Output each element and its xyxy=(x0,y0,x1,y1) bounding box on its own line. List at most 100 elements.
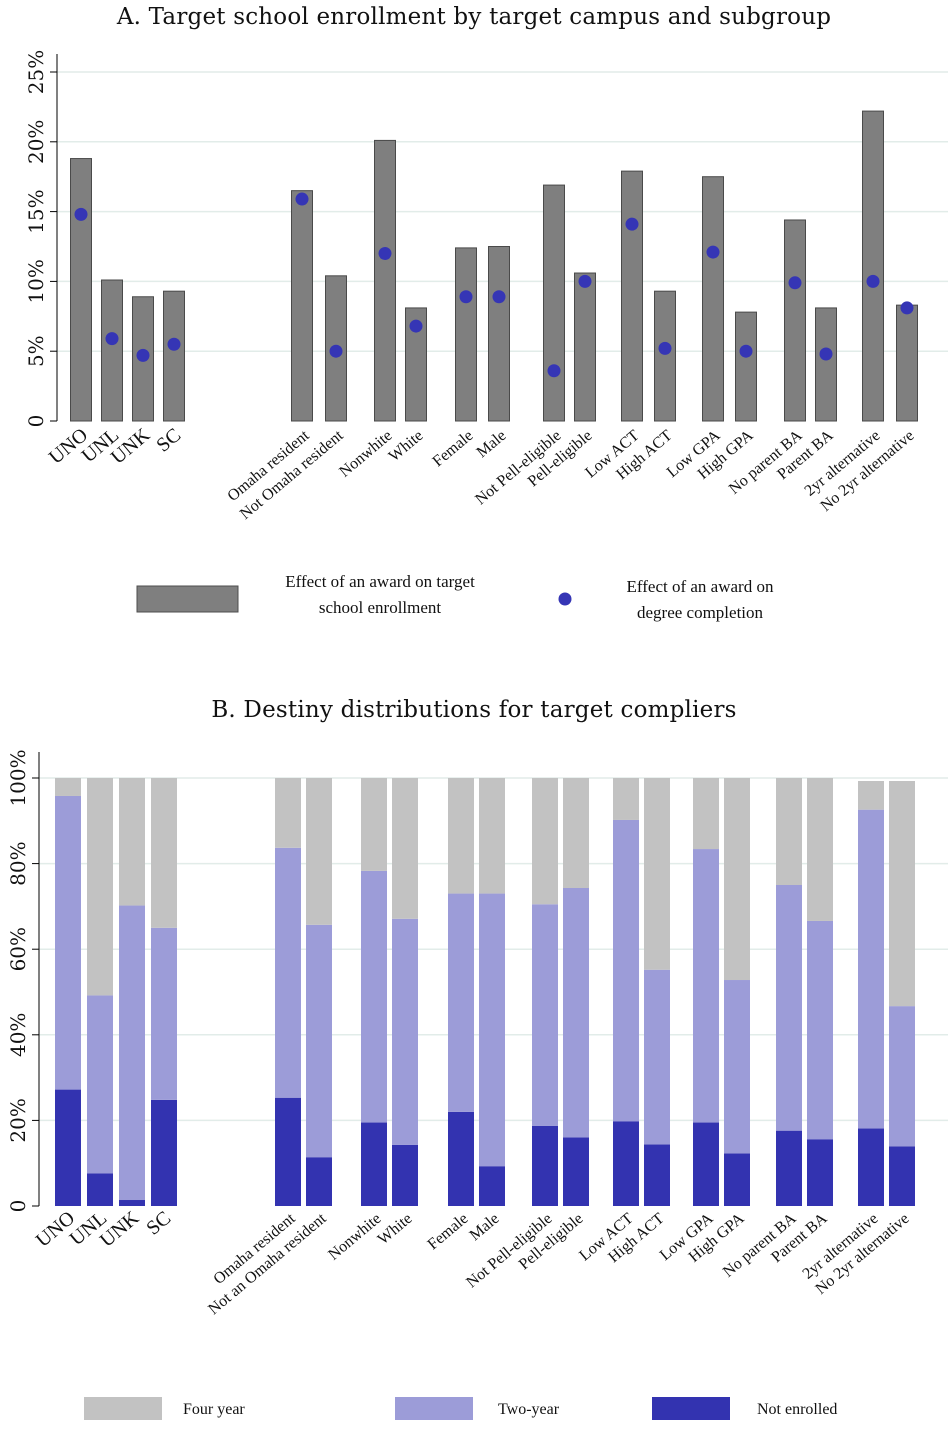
bar-not-enrolled-unl xyxy=(87,1173,113,1206)
bar-enrollment-white xyxy=(405,307,427,422)
dot-completion-pell-eligible xyxy=(578,274,592,288)
bar-four-year-unl xyxy=(87,778,113,996)
dot-completion-no-parent-ba xyxy=(788,276,802,290)
dot-completion-high-act xyxy=(658,341,672,355)
bar-enrollment-omaha-resident xyxy=(291,190,313,422)
panel-b-legend: Four year Two-year Not enrolled xyxy=(84,1397,837,1420)
bar-four-year-parent-ba xyxy=(807,778,833,921)
y-tick-label: 5% xyxy=(24,335,48,367)
bar-enrollment-low-gpa xyxy=(702,176,724,422)
bar-not-enrolled-2yr-alternative xyxy=(858,1128,884,1206)
x-tick-label-white: White xyxy=(375,1210,416,1248)
bar-two-year-nonwhite xyxy=(361,870,387,1123)
legend-label-completion-2: degree completion xyxy=(637,603,764,622)
y-tick-label: 25% xyxy=(24,50,48,94)
bar-two-year-no-2yr-alternative xyxy=(889,1006,915,1147)
bar-enrollment-no-parent-ba xyxy=(784,219,806,422)
dot-completion-unl xyxy=(105,332,119,346)
bar-not-enrolled-not-an-omaha-resident xyxy=(306,1157,332,1206)
bar-two-year-high-act xyxy=(644,969,670,1145)
bar-not-enrolled-sc xyxy=(151,1099,177,1206)
bar-not-enrolled-uno xyxy=(55,1089,81,1206)
dot-completion-sc xyxy=(167,337,181,351)
bar-four-year-white xyxy=(392,778,418,919)
dot-completion-female xyxy=(459,290,473,304)
legend-label-not-enrolled: Not enrolled xyxy=(757,1401,837,1418)
dot-completion-low-act xyxy=(625,217,639,231)
bar-enrollment-pell-eligible xyxy=(574,272,596,422)
y-tick-label: 20% xyxy=(6,1098,30,1142)
bar-not-enrolled-white xyxy=(392,1144,418,1206)
bar-enrollment-male xyxy=(488,246,510,422)
bar-two-year-pell-eligible xyxy=(563,887,589,1138)
legend-swatch-four-year xyxy=(84,1397,162,1420)
bar-not-enrolled-omaha-resident xyxy=(275,1097,301,1206)
legend-swatch-enrollment xyxy=(136,585,239,613)
panel-b-title: B. Destiny distributions for target comp… xyxy=(211,697,737,723)
legend-swatch-two-year xyxy=(395,1397,473,1420)
x-tick-label-female: Female xyxy=(430,427,477,470)
bar-enrollment-female xyxy=(455,247,477,422)
bar-four-year-high-gpa xyxy=(724,778,750,981)
dot-completion-not-omaha-resident xyxy=(329,344,343,358)
bar-enrollment-no-2yr-alternative xyxy=(896,304,918,422)
bar-two-year-high-gpa xyxy=(724,980,750,1154)
bar-enrollment-nonwhite xyxy=(374,139,396,422)
dot-completion-no-2yr-alternative xyxy=(900,301,914,315)
x-tick-label-sc: SC xyxy=(142,1207,175,1240)
dot-completion-not-pell-eligible xyxy=(547,364,561,378)
bar-four-year-no-2yr-alternative xyxy=(889,780,915,1007)
bar-not-enrolled-female xyxy=(448,1111,474,1206)
y-tick-label: 0 xyxy=(6,1200,30,1213)
bar-two-year-omaha-resident xyxy=(275,847,301,1098)
bar-enrollment-2yr-alternative xyxy=(862,110,884,422)
legend-label-enrollment-2: school enrollment xyxy=(319,598,442,617)
bar-not-enrolled-male xyxy=(479,1166,505,1206)
legend-label-four-year: Four year xyxy=(183,1401,245,1418)
bar-two-year-not-pell-eligible xyxy=(532,904,558,1126)
bar-not-enrolled-high-act xyxy=(644,1144,670,1206)
bar-not-enrolled-low-gpa xyxy=(693,1122,719,1206)
y-tick-label: 15% xyxy=(24,189,48,233)
bar-four-year-nonwhite xyxy=(361,778,387,871)
bar-four-year-sc xyxy=(151,778,177,928)
bar-enrollment-unl xyxy=(101,279,123,422)
bar-two-year-unk xyxy=(119,905,145,1201)
bar-four-year-low-gpa xyxy=(693,778,719,850)
bar-two-year-not-an-omaha-resident xyxy=(306,924,332,1158)
bar-not-enrolled-parent-ba xyxy=(807,1139,833,1206)
bar-enrollment-not-pell-eligible xyxy=(543,184,565,422)
y-tick-label: 80% xyxy=(6,841,30,885)
bar-four-year-pell-eligible xyxy=(563,778,589,888)
dot-completion-nonwhite xyxy=(378,246,392,260)
y-tick-label: 0 xyxy=(24,415,48,428)
legend-swatch-not-enrolled xyxy=(652,1397,730,1420)
dot-completion-unk xyxy=(136,348,150,362)
bar-not-enrolled-low-act xyxy=(613,1121,639,1206)
y-tick-label: 10% xyxy=(24,259,48,303)
dot-completion-omaha-resident xyxy=(295,192,309,206)
bar-not-enrolled-nonwhite xyxy=(361,1122,387,1206)
x-tick-label-sc: SC xyxy=(152,424,185,457)
legend-label-enrollment-1: Effect of an award on target xyxy=(285,572,475,591)
bar-two-year-female xyxy=(448,893,474,1112)
legend-label-completion-1: Effect of an award on xyxy=(627,577,774,596)
bar-enrollment-parent-ba xyxy=(815,307,837,422)
y-tick-label: 20% xyxy=(24,120,48,164)
y-tick-label: 60% xyxy=(6,927,30,971)
x-tick-label-male: Male xyxy=(466,1210,502,1244)
bar-not-enrolled-unk xyxy=(119,1200,145,1206)
bar-enrollment-high-gpa xyxy=(735,311,757,422)
x-tick-label-white: White xyxy=(386,427,427,465)
bar-four-year-low-act xyxy=(613,778,639,820)
bar-not-enrolled-not-pell-eligible xyxy=(532,1125,558,1206)
bar-two-year-male xyxy=(479,893,505,1167)
dot-completion-male xyxy=(492,290,506,304)
bar-enrollment-high-act xyxy=(654,290,676,422)
bar-four-year-female xyxy=(448,778,474,894)
legend-swatch-completion xyxy=(558,592,572,606)
panel-a-legend: Effect of an award on target school enro… xyxy=(136,572,774,622)
